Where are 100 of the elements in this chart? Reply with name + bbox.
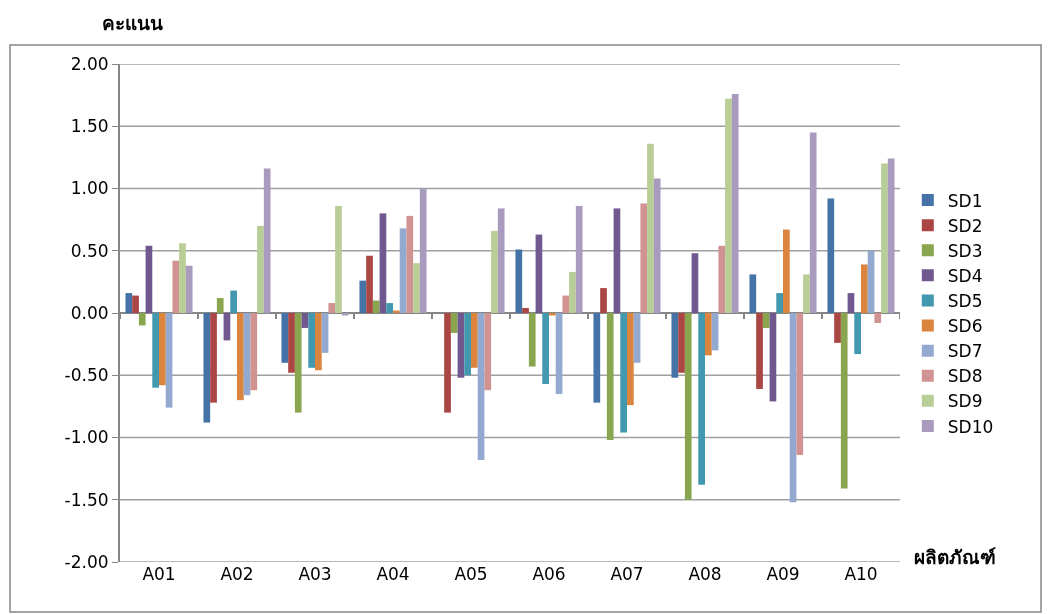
bar <box>647 143 654 313</box>
bar <box>413 263 420 313</box>
bar <box>366 255 373 313</box>
bar <box>159 313 166 386</box>
bar <box>457 313 465 378</box>
x-tick-label: A01 <box>142 564 176 584</box>
x-tick-label: A07 <box>610 564 644 584</box>
bar <box>606 313 614 440</box>
y-tick-label: -1.50 <box>64 489 109 510</box>
y-tick-label: -2.00 <box>64 551 109 572</box>
legend-label: SD1 <box>947 190 983 211</box>
bar <box>555 313 563 394</box>
y-tick-label: -1.00 <box>64 427 109 448</box>
bar <box>203 313 211 423</box>
bar <box>691 253 699 313</box>
bar <box>749 274 757 313</box>
bar <box>783 229 790 313</box>
bar <box>491 230 498 313</box>
y-tick-label: 0.00 <box>70 302 109 323</box>
bar <box>230 290 237 313</box>
bar <box>796 313 804 455</box>
bar <box>827 198 835 313</box>
bar <box>718 245 726 313</box>
bar <box>406 215 414 313</box>
bar <box>257 225 264 313</box>
bar <box>386 303 393 313</box>
legend-label: SD7 <box>947 341 983 362</box>
bar <box>315 313 322 371</box>
bar <box>847 293 855 313</box>
bar <box>698 313 705 485</box>
bar <box>328 303 336 313</box>
bar <box>165 313 173 408</box>
bar <box>542 313 549 384</box>
bar <box>497 208 505 313</box>
bar <box>138 313 146 326</box>
bar <box>756 313 763 389</box>
y-tick-label: 1.00 <box>70 178 109 199</box>
legend-label: SD10 <box>947 416 994 437</box>
bar <box>450 313 458 333</box>
bar <box>731 93 739 313</box>
bar <box>210 313 217 403</box>
bar <box>471 313 478 368</box>
bar <box>653 178 661 313</box>
bar <box>874 313 882 323</box>
bar <box>132 295 139 313</box>
bar <box>861 264 868 313</box>
bar <box>308 313 315 368</box>
bar <box>301 313 309 328</box>
bar <box>528 313 536 367</box>
x-tick-label: A03 <box>298 564 332 584</box>
bar <box>887 158 895 313</box>
bar <box>809 132 817 313</box>
x-tick-label: A05 <box>454 564 488 584</box>
bar <box>762 313 770 328</box>
y-tick-label: 0.50 <box>70 240 109 261</box>
bar <box>562 295 570 313</box>
x-tick-label: A06 <box>532 564 566 584</box>
bar <box>671 313 679 378</box>
bar <box>321 313 329 353</box>
bar <box>705 313 712 356</box>
bar <box>335 205 342 313</box>
bar <box>372 300 380 313</box>
legend-label: SD3 <box>947 240 983 261</box>
bar <box>776 293 783 313</box>
bar <box>444 313 451 413</box>
legend-label: SD5 <box>947 291 983 312</box>
bar <box>613 208 621 313</box>
bar <box>419 188 427 313</box>
bar <box>569 271 576 313</box>
bar <box>640 203 648 313</box>
bar <box>125 293 133 313</box>
y-tick-label: 1.50 <box>70 116 109 137</box>
bar <box>840 313 848 489</box>
y-tick-label: -0.50 <box>64 365 109 386</box>
bar <box>620 313 627 433</box>
legend-label: SD8 <box>947 366 983 387</box>
x-tick-label: A02 <box>220 564 254 584</box>
bar <box>288 313 295 373</box>
bar <box>216 298 224 313</box>
bar <box>399 228 407 313</box>
bar <box>684 313 692 500</box>
bar <box>379 213 387 313</box>
bar <box>834 313 841 343</box>
x-tick-label: A10 <box>844 564 878 584</box>
bar <box>854 313 861 355</box>
bar <box>263 168 271 313</box>
x-axis-title: ผลิตภัณฑ์ <box>914 546 996 568</box>
bar <box>515 249 523 313</box>
bar <box>185 265 193 313</box>
bar <box>237 313 244 401</box>
bar <box>464 313 471 376</box>
legend-label: SD6 <box>947 316 983 337</box>
bar <box>250 313 258 391</box>
bar <box>627 313 634 406</box>
x-tick-label: A09 <box>766 564 800 584</box>
bar <box>172 260 180 313</box>
bar <box>600 288 607 313</box>
bar <box>152 313 159 388</box>
bar <box>281 313 289 363</box>
x-tick-label: A04 <box>376 564 410 584</box>
